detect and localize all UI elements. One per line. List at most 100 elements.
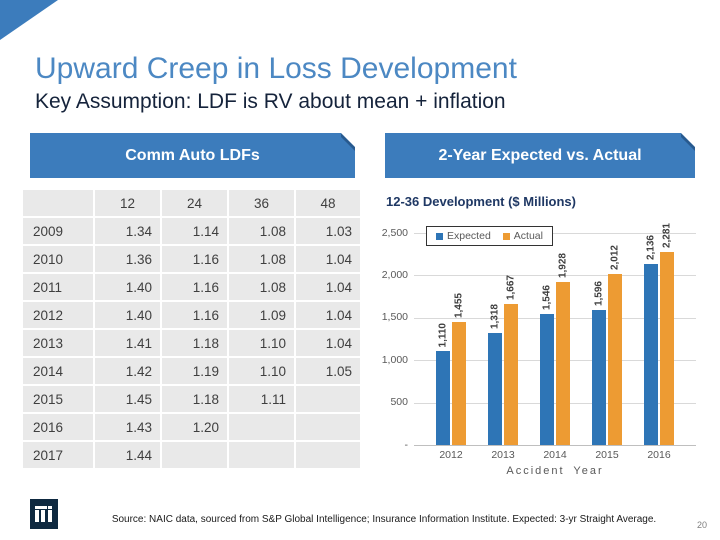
x-axis-tick: 2015 [595, 449, 619, 461]
ldf-value-cell: 1.08 [229, 246, 294, 272]
bar-actual [452, 322, 466, 445]
y-axis-tick: 500 [390, 396, 408, 409]
ldf-value-cell: 1.16 [162, 302, 227, 328]
ldf-value-cell: 1.16 [162, 246, 227, 272]
plot-area: 1,110 1,455 1,318 1,667 1,546 1,928 1,596 2,012… [414, 223, 696, 446]
ldf-value-cell: 1.36 [95, 246, 160, 272]
ldf-value-cell [162, 442, 227, 468]
right-panel-header-banner: 2-Year Expected vs. Actual [385, 133, 695, 178]
table-col-header: 48 [296, 190, 360, 216]
x-axis-title: Accident Year [506, 465, 604, 477]
chart-title: 12-36 Development ($ Millions) [386, 194, 576, 209]
bar-value-label: 2,012 [609, 244, 621, 270]
ldf-value-cell: 1.44 [95, 442, 160, 468]
bar-wrapper: 2,012 [608, 233, 622, 445]
iii-logo-stroke [48, 510, 52, 522]
ldf-value-cell: 1.40 [95, 274, 160, 300]
ldf-value-cell: 1.09 [229, 302, 294, 328]
year-cell: 2011 [23, 274, 93, 300]
ldf-value-cell: 1.20 [162, 414, 227, 440]
legend-swatch [502, 232, 510, 240]
ldf-value-cell: 1.10 [229, 358, 294, 384]
bar-actual [504, 304, 518, 445]
table-row: 2015 1.45 1.18 1.11 [23, 386, 360, 412]
bar-actual [556, 282, 570, 445]
bar-wrapper: 1,110 [436, 233, 450, 445]
table-col-header: 12 [95, 190, 160, 216]
bar-actual [608, 274, 622, 445]
bar-groups: 1,110 1,455 1,318 1,667 1,546 1,928 1,596 2,012… [414, 223, 696, 445]
y-axis-tick: 2,000 [381, 268, 408, 281]
table-col-header: 36 [229, 190, 294, 216]
source-text: Source: NAIC data, sourced from S&P Glob… [111, 514, 657, 525]
ldf-value-cell [296, 414, 360, 440]
ldf-value-cell: 1.41 [95, 330, 160, 356]
ldf-value-cell: 1.34 [95, 218, 160, 244]
left-panel-header-banner: Comm Auto LDFs [30, 133, 355, 178]
bar-group: 1,110 1,455 [436, 233, 466, 445]
year-cell: 2010 [23, 246, 93, 272]
table-row: 2012 1.40 1.16 1.09 1.04 [23, 302, 360, 328]
ldf-value-cell: 1.18 [162, 330, 227, 356]
table-col-header: 24 [162, 190, 227, 216]
table-col-header [23, 190, 93, 216]
year-cell: 2015 [23, 386, 93, 412]
x-axis-tick: 2016 [647, 449, 671, 461]
bar-group: 1,546 1,928 [540, 233, 570, 445]
y-axis-tick: - [404, 438, 409, 451]
year-cell: 2013 [23, 330, 93, 356]
bar-expected [488, 333, 502, 445]
table-row: 2010 1.36 1.16 1.08 1.04 [23, 246, 360, 272]
bar-wrapper: 1,546 [540, 233, 554, 445]
slide-subtitle: Key Assumption: LDF is RV about mean + i… [35, 90, 506, 113]
bar-value-label: 1,318 [489, 303, 501, 329]
ldf-value-cell [296, 442, 360, 468]
iii-logo-dot [48, 506, 52, 509]
ldf-value-cell: 1.08 [229, 274, 294, 300]
iii-logo-stroke [35, 510, 39, 522]
ldf-value-cell: 1.04 [296, 330, 360, 356]
gridline [414, 233, 696, 234]
page-number: 20 [697, 520, 708, 530]
bar-value-label: 1,455 [453, 292, 465, 318]
ldf-value-cell: 1.40 [95, 302, 160, 328]
right-panel-header-label: 2-Year Expected vs. Actual [438, 147, 642, 164]
ldf-value-cell [229, 414, 294, 440]
bar-expected [644, 264, 658, 445]
ldf-value-cell: 1.14 [162, 218, 227, 244]
ldf-value-cell: 1.42 [95, 358, 160, 384]
bar-value-label: 1,546 [541, 284, 553, 310]
legend-swatch [436, 232, 443, 240]
legend-label: Actual [513, 230, 543, 242]
bar-value-label: 1,596 [593, 280, 605, 306]
iii-logo-bar [35, 506, 47, 509]
ldf-value-cell: 1.10 [229, 330, 294, 356]
bar-wrapper: 1,596 [592, 233, 606, 445]
bar-wrapper: 1,928 [556, 233, 570, 445]
table-row: 2014 1.42 1.19 1.10 1.05 [23, 358, 360, 384]
legend-item: Expected [436, 230, 491, 242]
bar-wrapper: 2,281 [660, 223, 674, 445]
iii-logo [30, 499, 58, 529]
table-header-row: 12 24 36 48 [23, 190, 360, 216]
ldf-value-cell: 1.05 [296, 358, 360, 384]
ldf-value-cell: 1.11 [229, 386, 294, 412]
bar-expected [436, 351, 450, 445]
year-cell: 2014 [23, 358, 93, 384]
bar-value-label: 2,136 [645, 234, 657, 260]
bar-group: 1,318 1,667 [488, 233, 518, 445]
bar-wrapper: 1,667 [504, 233, 518, 445]
table-row: 2011 1.40 1.16 1.08 1.04 [23, 274, 360, 300]
ldf-value-cell [229, 442, 294, 468]
ldf-value-cell: 1.16 [162, 274, 227, 300]
x-axis-tick: 2013 [491, 449, 515, 461]
ldf-value-cell: 1.45 [95, 386, 160, 412]
table-row: 2016 1.43 1.20 [23, 414, 360, 440]
y-axis-tick: 1,000 [381, 353, 408, 366]
gridline [414, 275, 696, 277]
legend-label: Expected [447, 230, 491, 242]
bar-wrapper: 1,455 [452, 233, 466, 445]
ldf-value-cell: 1.08 [229, 218, 294, 244]
year-cell: 2016 [23, 414, 93, 440]
